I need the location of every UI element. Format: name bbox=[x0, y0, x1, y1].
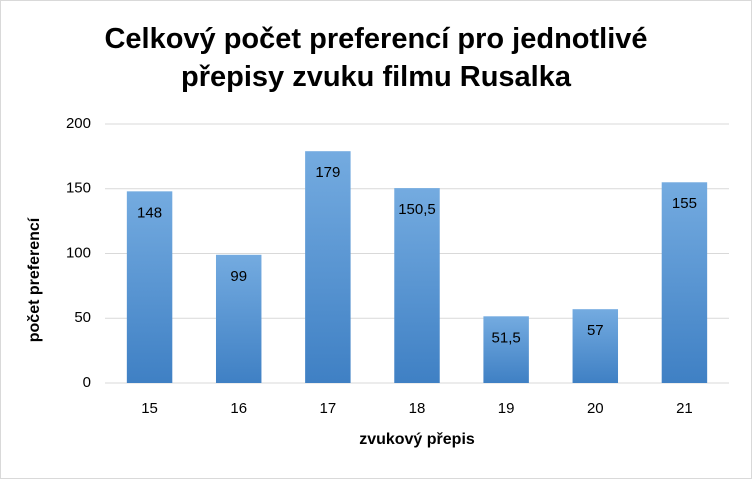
x-axis-label: zvukový přepis bbox=[359, 431, 475, 448]
bar bbox=[572, 309, 619, 383]
data-label: 99 bbox=[230, 268, 247, 285]
x-tick-label: 19 bbox=[498, 400, 515, 417]
y-tick-label: 50 bbox=[74, 309, 91, 326]
x-tick-label: 16 bbox=[230, 400, 247, 417]
data-label: 51,5 bbox=[492, 329, 521, 346]
x-tick-label: 21 bbox=[676, 400, 693, 417]
bar bbox=[126, 191, 173, 383]
chart-title: Celkový počet preferencí pro jednotlivé … bbox=[104, 23, 648, 93]
bar bbox=[483, 316, 529, 383]
y-axis-label: počet preferencí bbox=[26, 217, 43, 342]
data-label: 148 bbox=[137, 204, 162, 221]
y-tick-label: 200 bbox=[66, 115, 91, 132]
bar bbox=[215, 254, 262, 383]
y-tick-label: 100 bbox=[66, 244, 91, 261]
data-label: 150,5 bbox=[398, 201, 436, 218]
data-label: 57 bbox=[587, 322, 604, 339]
data-label: 179 bbox=[315, 164, 340, 181]
x-tick-label: 17 bbox=[320, 400, 337, 417]
y-tick-label: 0 bbox=[83, 374, 91, 391]
data-label: 155 bbox=[672, 195, 697, 212]
bar bbox=[661, 182, 708, 383]
bar bbox=[305, 151, 351, 383]
x-tick-label: 20 bbox=[587, 400, 604, 417]
bar bbox=[394, 188, 440, 383]
y-tick-label: 150 bbox=[66, 180, 91, 197]
x-tick-label: 15 bbox=[141, 400, 158, 417]
x-tick-label: 18 bbox=[409, 400, 426, 417]
